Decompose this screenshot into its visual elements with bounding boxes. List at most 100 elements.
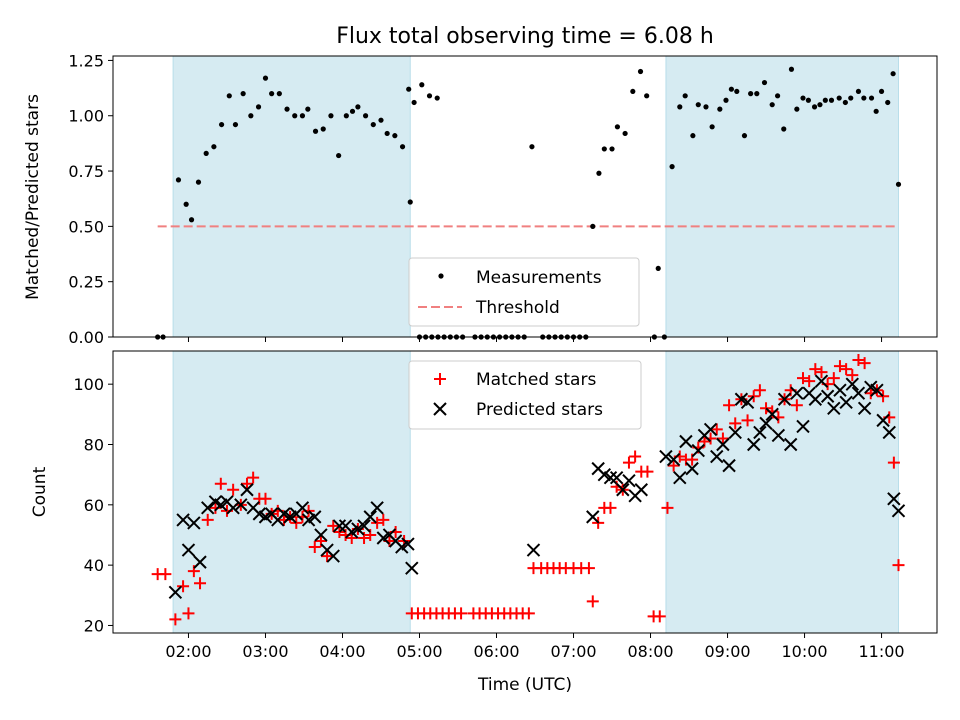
measurement-point (292, 113, 298, 119)
measurement-point (211, 144, 217, 150)
matched-star-point (582, 562, 595, 575)
matched-star-point (892, 559, 905, 572)
measurement-point (426, 93, 433, 99)
y-tick-label: 0.75 (68, 162, 104, 181)
matched-star-point (240, 477, 253, 490)
measurement-point (349, 108, 356, 114)
predicted-star-point (703, 422, 718, 437)
predicted-star-point (240, 483, 254, 497)
matched-star-point (182, 607, 195, 620)
x-tick-label: 03:00 (242, 642, 288, 661)
predicted-star-point (814, 374, 829, 388)
predicted-star-point (783, 437, 798, 452)
shaded-interval (172, 55, 411, 338)
matched-star-point (522, 607, 535, 620)
measurement-point (614, 124, 621, 130)
predicted-star-point (659, 449, 673, 464)
measurement-point (690, 133, 696, 139)
measurement-point (682, 93, 688, 99)
predicted-star-point (226, 501, 240, 515)
measurement-point (734, 88, 740, 95)
predicted-star-point (586, 510, 600, 524)
bottom-legend: Matched stars Predicted stars (408, 360, 642, 430)
measurement-point (890, 71, 896, 77)
y-tick-label: 0.50 (68, 217, 104, 236)
measurement-point (622, 130, 628, 137)
x-tick-label: 07:00 (550, 642, 596, 661)
measurement-point (312, 128, 319, 134)
matched-star-point (169, 613, 182, 626)
measurement-point (769, 102, 775, 108)
measurement-point (794, 106, 800, 112)
measurement-point (378, 117, 384, 123)
y-tick-label: 80 (84, 435, 104, 454)
measurement-point (262, 75, 269, 81)
predicted-star-point (808, 392, 823, 406)
measurement-point (788, 66, 795, 72)
measurement-point (873, 108, 879, 114)
shaded-interval (172, 350, 411, 634)
measurement-point (848, 95, 854, 101)
measurement-point (836, 95, 842, 101)
top-legend: Measurements Threshold (408, 257, 640, 327)
matched-star-point (604, 501, 617, 514)
measurement-point (362, 113, 369, 119)
measurement-point (748, 91, 754, 97)
shaded-interval (665, 350, 899, 634)
y-tick-label: 0.25 (68, 273, 104, 292)
measurement-point (195, 179, 202, 185)
predicted-star-point (314, 528, 328, 542)
measurement-point (384, 130, 390, 137)
measurement-point (188, 217, 195, 223)
legend-predicted-marker (433, 402, 447, 416)
matched-star-point (194, 577, 207, 590)
measurement-point (596, 170, 602, 176)
y-tick-label: 1.25 (68, 51, 104, 70)
matched-star-point (716, 432, 729, 445)
matched-star-point (209, 501, 222, 514)
matched-star-point (858, 357, 871, 370)
y-tick-label: 60 (84, 496, 104, 515)
predicted-star-point (526, 543, 541, 557)
predicted-star-point (405, 561, 419, 575)
measurement-point (203, 150, 209, 156)
matched-star-point (653, 610, 666, 623)
measurement-point (805, 97, 811, 103)
predicted-star-point (187, 516, 201, 530)
measurement-point (855, 88, 862, 95)
predicted-star-point (666, 452, 681, 467)
measurement-point (218, 121, 225, 128)
x-tick-label: 05:00 (396, 642, 442, 661)
predicted-star-point (308, 510, 322, 524)
measurement-point (276, 91, 282, 97)
predicted-star-point (790, 386, 804, 400)
matched-star-point (815, 366, 828, 379)
measurement-point (406, 86, 412, 92)
matched-star-point (214, 477, 227, 490)
matched-star-point (247, 471, 260, 484)
measurement-point (255, 104, 262, 110)
predicted-star-point (685, 461, 699, 476)
predicted-star-point (609, 470, 624, 485)
predicted-star-point (363, 510, 377, 524)
top-legend-box (408, 257, 640, 327)
predicted-star-point (295, 501, 310, 515)
matched-star-point (201, 513, 214, 526)
measurement-point (336, 152, 342, 159)
measurement-point (434, 95, 440, 101)
predicted-star-point (845, 377, 859, 391)
matched-star-point (741, 414, 754, 427)
legend-predicted-label: Predicted stars (476, 400, 603, 420)
measurement-point (370, 121, 376, 128)
legend-measurements-marker (438, 273, 444, 279)
y-tick-label: 0.00 (68, 328, 104, 347)
bottom-plot-frame (112, 350, 938, 634)
predicted-star-point (234, 498, 248, 512)
measurement-point (305, 106, 311, 112)
matched-star-point (641, 465, 654, 478)
measurement-point (175, 177, 182, 183)
x-tick-label: 11:00 (858, 642, 904, 661)
predicted-star-point (882, 425, 896, 440)
predicted-star-point (673, 470, 687, 485)
